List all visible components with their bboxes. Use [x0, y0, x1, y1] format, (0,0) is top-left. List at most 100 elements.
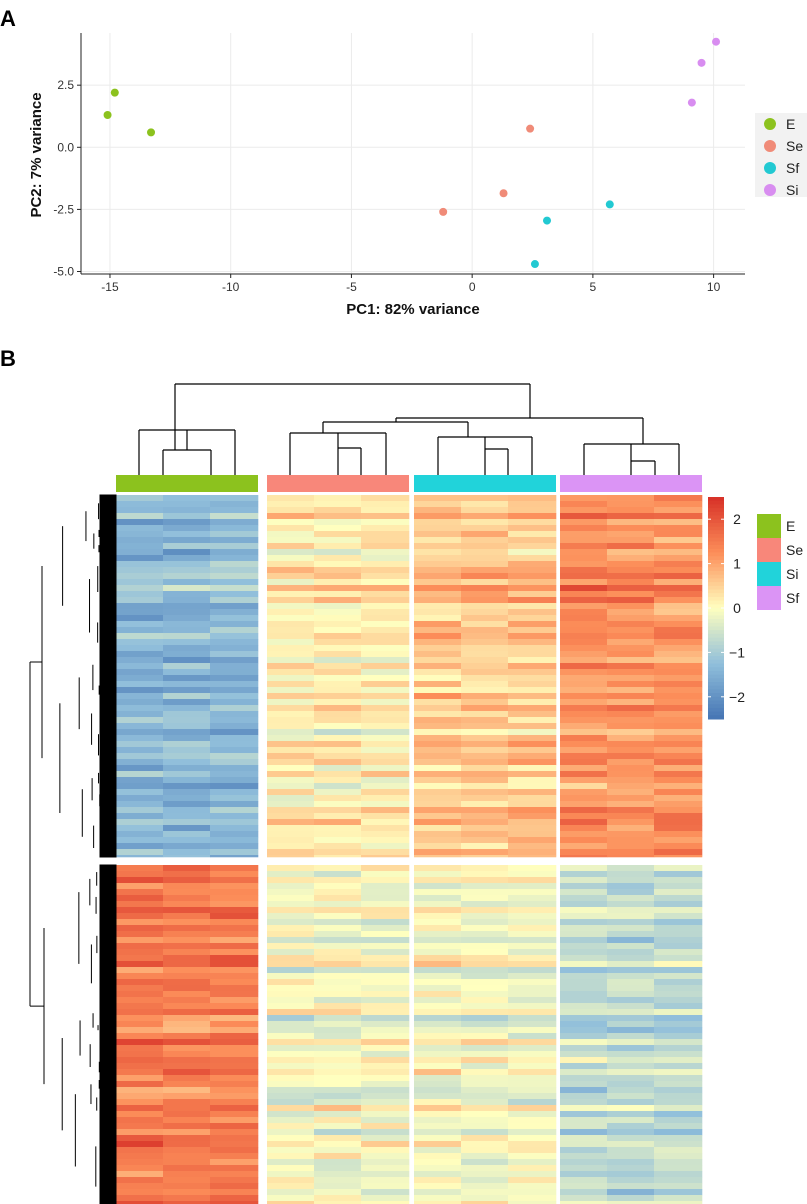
heat-cell — [461, 567, 509, 574]
heat-cell — [267, 759, 315, 766]
group-bar-si — [414, 475, 556, 492]
heat-cell — [267, 1027, 315, 1034]
heat-cell — [314, 1165, 362, 1172]
pca-y-tick-label: -2.5 — [53, 202, 74, 216]
heat-cell — [607, 843, 655, 850]
heat-cell — [607, 549, 655, 556]
heat-cell — [116, 789, 164, 796]
pca-legend-background — [755, 113, 807, 197]
heat-cell — [654, 1183, 703, 1190]
heat-cell — [461, 573, 509, 580]
heat-cell — [314, 1063, 362, 1070]
heat-cell — [361, 979, 410, 986]
heat-cell — [461, 687, 509, 694]
heat-cell — [116, 1153, 164, 1160]
heat-cell — [461, 507, 509, 514]
heat-cell — [560, 681, 608, 688]
heat-cell — [361, 603, 410, 610]
heat-cell — [163, 549, 211, 556]
heat-cell — [560, 567, 608, 574]
heat-cell — [508, 925, 557, 932]
heatmap-legend-key-se — [757, 538, 781, 562]
heat-cell — [560, 997, 608, 1004]
heat-cell — [116, 657, 164, 664]
heat-cell — [461, 831, 509, 838]
heat-cell — [210, 525, 259, 532]
heat-cell — [607, 801, 655, 808]
color-scale-segment — [708, 670, 724, 676]
heat-cell — [267, 651, 315, 658]
heat-cell — [361, 1189, 410, 1196]
heat-cell — [560, 789, 608, 796]
heat-cell — [560, 843, 608, 850]
heat-cell — [461, 913, 509, 920]
heat-cell — [560, 675, 608, 682]
heat-cell — [508, 555, 557, 562]
heat-cell — [116, 849, 164, 856]
heat-cell — [654, 1117, 703, 1124]
heat-cell — [314, 1147, 362, 1154]
heat-cell — [116, 1039, 164, 1046]
heat-cell — [414, 621, 462, 628]
heat-cell — [508, 1129, 557, 1136]
heat-cell — [607, 675, 655, 682]
heat-cell — [210, 979, 259, 986]
heat-cell — [314, 519, 362, 526]
heat-cell — [560, 973, 608, 980]
heat-cell — [508, 687, 557, 694]
color-scale-segment — [708, 574, 724, 579]
heat-cell — [461, 819, 509, 826]
heat-cell — [267, 627, 315, 634]
heat-cell — [267, 1045, 315, 1052]
heat-cell — [210, 1021, 259, 1028]
heat-cell — [361, 501, 410, 508]
heat-cell — [361, 513, 410, 520]
heat-cell — [560, 1087, 608, 1094]
heat-cell — [314, 819, 362, 826]
color-scale-segment — [708, 559, 724, 565]
heat-cell — [654, 549, 703, 556]
pca-point-sf — [543, 216, 552, 225]
heat-cell — [210, 621, 259, 628]
heat-cell — [116, 1063, 164, 1070]
heat-cell — [607, 573, 655, 580]
heat-cell — [267, 723, 315, 730]
heat-cell — [654, 1069, 703, 1076]
heat-cell — [654, 705, 703, 712]
heat-cell — [267, 919, 315, 926]
heat-cell — [560, 717, 608, 724]
heat-cell — [163, 555, 211, 562]
heat-cell — [414, 1033, 462, 1040]
heat-cell — [314, 955, 362, 962]
heat-cell — [607, 567, 655, 574]
color-scale-segment — [708, 608, 724, 613]
heat-cell — [508, 1123, 557, 1130]
heat-cell — [508, 979, 557, 986]
heat-cell — [314, 967, 362, 974]
heat-cell — [163, 843, 211, 850]
heat-cell — [654, 1135, 703, 1142]
heat-cell — [361, 663, 410, 670]
heat-cell — [560, 855, 608, 858]
heat-cell — [210, 1171, 259, 1178]
heat-cell — [607, 979, 655, 986]
heat-cell — [163, 1039, 211, 1046]
heat-cell — [414, 883, 462, 890]
heat-cell — [267, 699, 315, 706]
heat-cell — [361, 525, 410, 532]
heat-cell — [560, 627, 608, 634]
heat-cell — [267, 1087, 315, 1094]
heat-cell — [267, 973, 315, 980]
heat-cell — [560, 801, 608, 808]
heat-cell — [560, 633, 608, 640]
heat-cell — [607, 501, 655, 508]
heat-cell — [267, 1141, 315, 1148]
heat-cell — [267, 877, 315, 884]
heat-cell — [414, 1123, 462, 1130]
heat-cell — [607, 507, 655, 514]
heat-cell — [414, 1129, 462, 1136]
heat-cell — [654, 1165, 703, 1172]
heat-cell — [210, 1117, 259, 1124]
heat-cell — [607, 849, 655, 856]
heat-cell — [267, 573, 315, 580]
